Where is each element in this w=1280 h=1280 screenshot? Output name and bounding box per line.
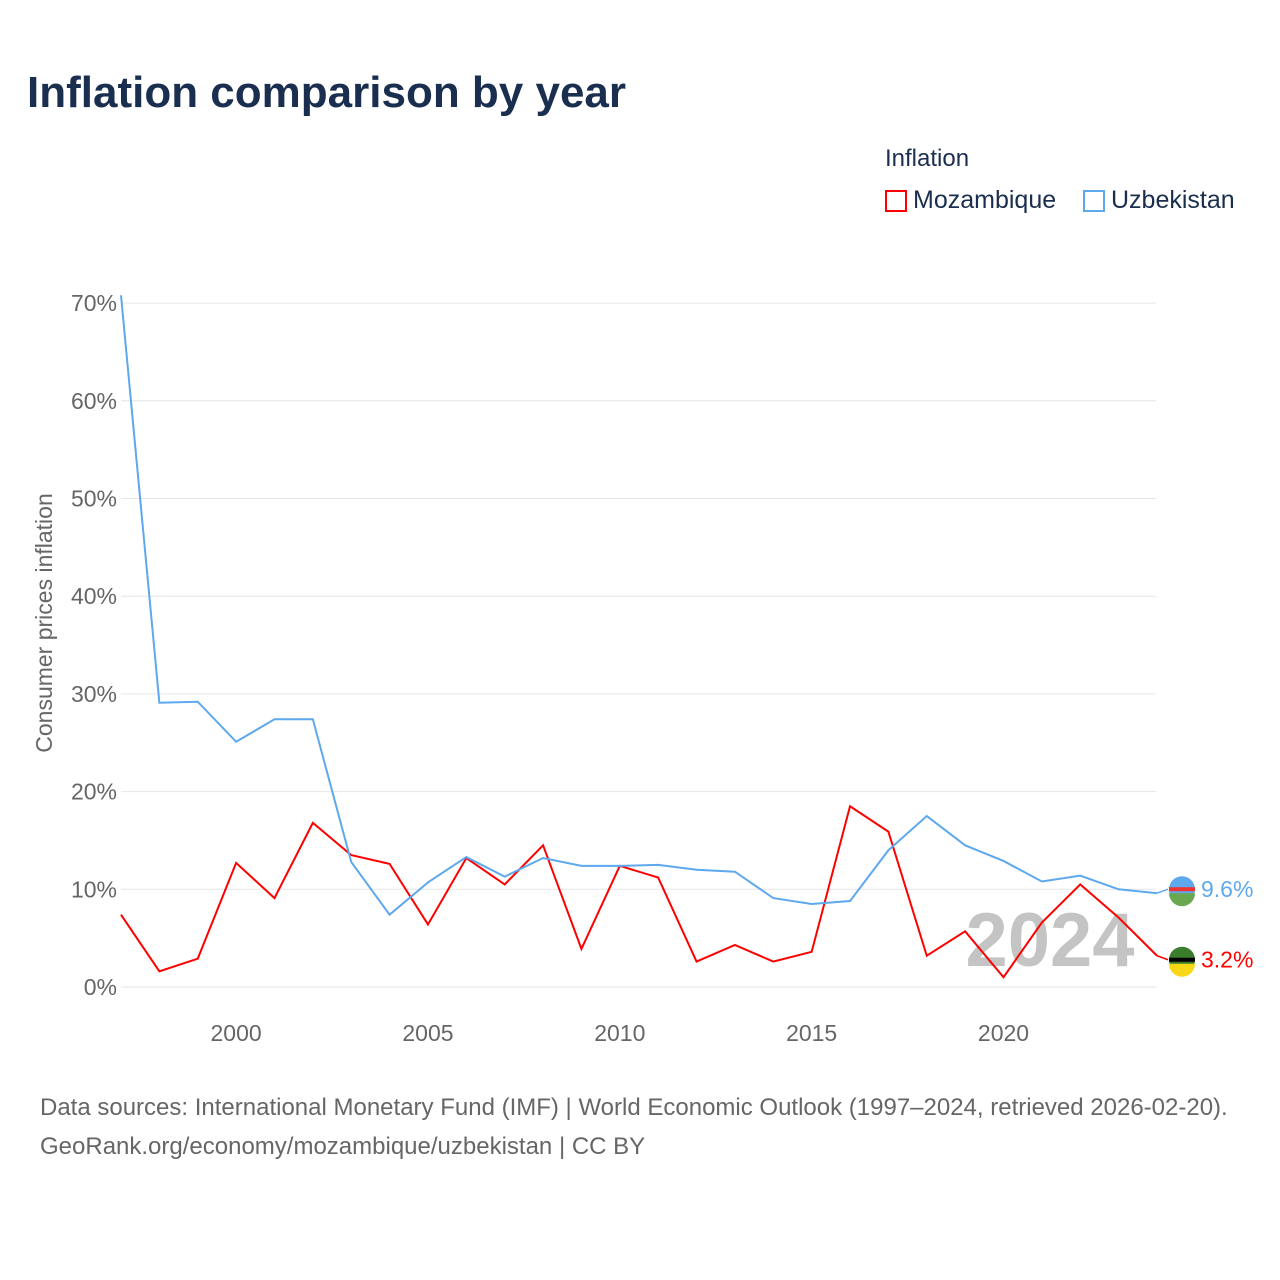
y-tick-label: 70% [71,290,117,316]
y-axis-label: Consumer prices inflation [31,493,57,753]
year-watermark: 2024 [965,898,1134,983]
end-connector [1156,955,1169,961]
data-sources: Data sources: International Monetary Fun… [40,1094,1228,1121]
end-value-label: 9.6% [1201,876,1253,902]
y-tick-label: 0% [84,974,117,1000]
source-link[interactable]: GeoRank.org/economy/mozambique/uzbekista… [40,1133,646,1160]
plot-area: 2024 0% 10% 20% 30% 40% 50% 60% 70% 2000 2005 2010… [31,290,1253,1046]
y-tick-label: 20% [71,779,117,805]
y-tick-label: 10% [71,876,117,902]
chart-title: Inflation comparison by year [27,68,627,117]
flag-icon-uzbekistan [1169,876,1195,907]
y-tick-label: 60% [71,388,117,414]
y-tick-label: 30% [71,681,117,707]
end-connector [1156,888,1169,894]
legend-label: Uzbekistan [1111,186,1235,214]
series-line-mozambique [120,804,1158,979]
footer: Data sources: International Monetary Fun… [40,1088,1250,1166]
x-tick-label: 2010 [594,1020,645,1046]
x-tick-label: 2020 [978,1020,1029,1046]
legend-title: Inflation [885,145,970,172]
x-tick-label: 2005 [402,1020,453,1046]
legend-swatch [1083,189,1105,212]
legend-swatch [885,189,907,212]
x-tick-label: 2000 [211,1020,262,1046]
flag-icon-mozambique [1169,946,1195,977]
series-line-uzbekistan [120,295,1158,917]
y-tick-label: 40% [71,583,117,609]
end-value-label: 3.2% [1201,947,1253,973]
legend-label: Mozambique [913,186,1057,214]
y-tick-label: 50% [71,486,117,512]
legend-item-uzbekistan[interactable]: Uzbekistan [1083,186,1235,215]
legend-item-mozambique[interactable]: Mozambique [885,186,1056,215]
x-tick-label: 2015 [786,1020,837,1046]
